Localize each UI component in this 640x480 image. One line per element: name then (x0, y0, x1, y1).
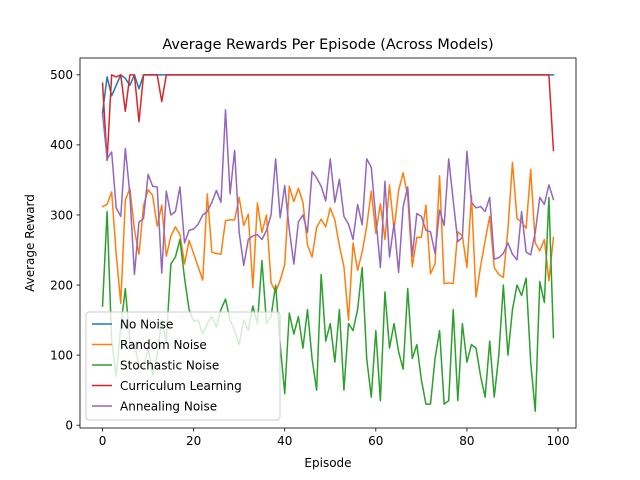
legend-label-4: Annealing Noise (120, 399, 217, 413)
y-axis-label: Average Reward (23, 194, 37, 292)
x-tick-label-0: 0 (99, 434, 107, 448)
legend-label-0: No Noise (120, 317, 173, 331)
legend-label-3: Curriculum Learning (120, 379, 242, 393)
chart-title: Average Rewards Per Episode (Across Mode… (162, 37, 493, 53)
series-line-4 (101, 109, 555, 276)
x-tick-label-4: 80 (459, 434, 474, 448)
legend: No Noise Random Noise Stochastic Noise Curr… (85, 311, 281, 421)
series-line-1 (101, 161, 555, 321)
y-tick-label-5: 500 (50, 68, 73, 82)
series-layer (101, 74, 555, 412)
y-tick-label-4: 400 (50, 138, 73, 152)
y-tick-label-1: 100 (50, 348, 73, 362)
plot-frame (79, 57, 577, 429)
x-tick-label-5: 100 (547, 434, 570, 448)
series-line-2 (101, 196, 555, 412)
legend-label-1: Random Noise (120, 338, 207, 352)
x-tick-label-2: 40 (277, 434, 292, 448)
x-axis-label: Episode (304, 456, 351, 470)
legend-box (85, 311, 281, 421)
y-tick-label-2: 200 (50, 278, 73, 292)
series-line-3 (101, 74, 555, 162)
legend-label-2: Stochastic Noise (120, 358, 219, 372)
x-tick-label-3: 60 (368, 434, 383, 448)
x-tick-label-1: 20 (186, 434, 201, 448)
axes-layer: 0 20 40 60 80 100 0 100 200 300 400 500 (50, 68, 569, 448)
y-tick-label-0: 0 (65, 418, 73, 432)
y-tick-label-3: 300 (50, 208, 73, 222)
